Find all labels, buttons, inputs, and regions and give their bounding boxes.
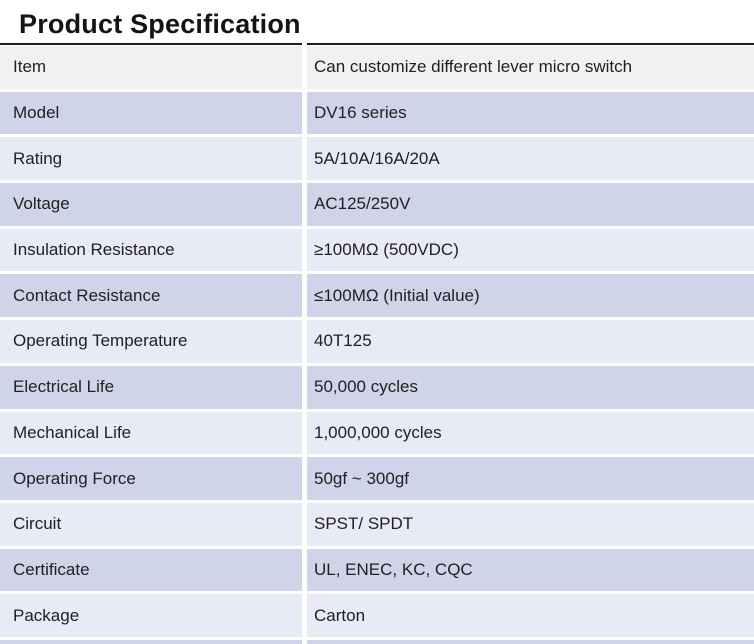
spec-value-cell: AC125/250V — [307, 183, 754, 226]
spec-value-cell: 1,000,000 cycles — [307, 411, 754, 455]
spec-value-cell: UL, ENEC, KC, CQC — [307, 548, 754, 592]
spec-value-cell: Carton — [307, 594, 754, 637]
spec-value-cell: 50gf ~ 300gf — [307, 457, 754, 500]
spec-label-cell: Operating Force — [0, 457, 302, 500]
spec-label-cell: Rating — [0, 137, 302, 181]
spec-label-cell: Electrical Life — [0, 365, 302, 409]
spec-table: Item Can customize different lever micro… — [0, 46, 754, 644]
spec-label-cell: Certificate — [0, 548, 302, 592]
spec-label-cell: Contact Resistance — [0, 274, 302, 318]
spec-label-cell: Voltage — [0, 183, 302, 226]
spec-value-cell: 5A/10A/16A/20A — [307, 137, 754, 181]
spec-clipped-cell-right — [307, 639, 754, 644]
spec-label-cell: Insulation Resistance — [0, 228, 302, 272]
spec-label-cell: Model — [0, 91, 302, 135]
spec-label-cell: Item — [0, 46, 302, 89]
page-title: Product Specification — [19, 9, 301, 39]
spec-label-cell: Mechanical Life — [0, 411, 302, 455]
table-top-border-right-segment — [307, 43, 754, 45]
table-top-border — [0, 43, 754, 45]
spec-label-cell: Operating Temperature — [0, 320, 302, 363]
spec-clipped-cell-left — [0, 639, 302, 644]
spec-value-cell: Can customize different lever micro swit… — [307, 46, 754, 89]
spec-value-cell: 50,000 cycles — [307, 365, 754, 409]
spec-value-cell: 40T125 — [307, 320, 754, 363]
table-top-border-left-segment — [0, 43, 302, 45]
spec-value-cell: ≤100MΩ (Initial value) — [307, 274, 754, 318]
spec-value-cell: ≥100MΩ (500VDC) — [307, 228, 754, 272]
spec-value-cell: DV16 series — [307, 91, 754, 135]
spec-value-cell: SPST/ SPDT — [307, 502, 754, 546]
spec-label-cell: Circuit — [0, 502, 302, 546]
spec-label-cell: Package — [0, 594, 302, 637]
